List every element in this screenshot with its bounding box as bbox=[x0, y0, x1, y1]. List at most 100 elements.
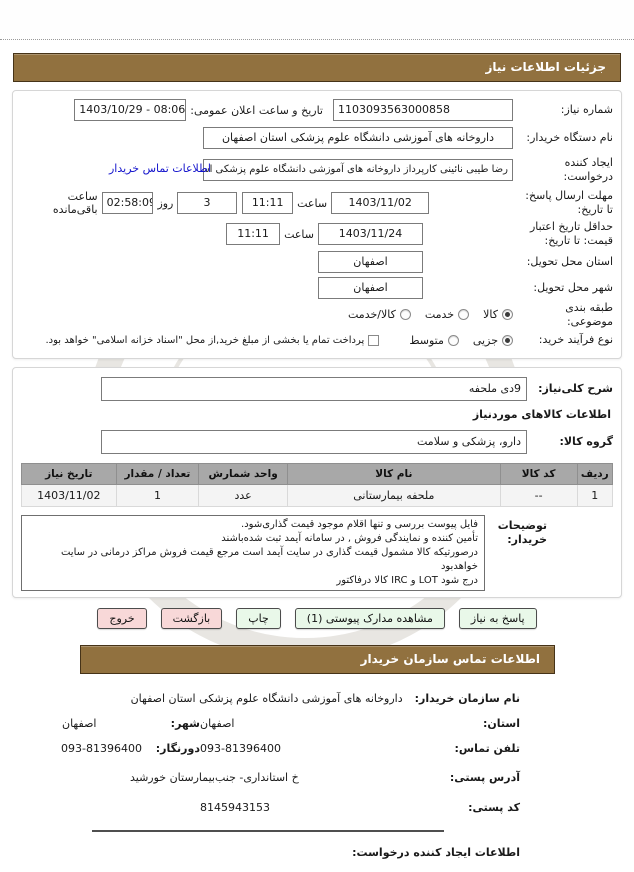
org-postal-label: کد پستی: bbox=[468, 800, 520, 814]
request-creator-label: ایجاد کننده درخواست: bbox=[563, 156, 613, 183]
org-city-value: اصفهان bbox=[62, 716, 97, 730]
org-fax-value: 093-81396400 bbox=[61, 741, 142, 755]
need-number-label: شماره نیاز: bbox=[560, 103, 613, 117]
buyer-note-line: درصورتیکه کالا مشمول قیمت گذاری در سایت … bbox=[60, 546, 478, 572]
items-table-header-row: ردیف کد کالا نام کالا واحد شمارش تعداد /… bbox=[21, 462, 614, 485]
row-response-deadline: مهلت ارسال پاسخ: تا تاریخ: 1403/11/02 سا… bbox=[21, 187, 613, 219]
cell-row-number: 1 bbox=[576, 483, 614, 507]
delivery-city-label: شهر محل تحویل: bbox=[533, 281, 613, 295]
buyer-note-line: فایل پیوست بررسی و تنها اقلام موجود قیمت… bbox=[241, 518, 478, 530]
goods-group-label: گروه کالا: bbox=[559, 435, 613, 448]
table-row: 1 -- ملحفه بیمارستانی عدد 1 1403/11/02 bbox=[21, 483, 614, 507]
org-name-value: داروخانه های آموزشی دانشگاه علوم پزشکی ا… bbox=[130, 691, 403, 705]
need-number-field[interactable]: 1103093563000858 bbox=[333, 99, 513, 121]
deadline-days-field[interactable]: 3 bbox=[177, 192, 237, 214]
days-label: روز bbox=[157, 196, 174, 210]
print-button[interactable]: چاپ bbox=[236, 607, 281, 629]
row-org-name: نام سازمان خریدار: داروخانه های آموزشی د… bbox=[60, 686, 520, 711]
cell-unit: عدد bbox=[198, 483, 288, 507]
price-validity-label: حداقل تاریخ اعتبار قیمت: تا تاریخ: bbox=[529, 220, 613, 247]
category-goods-label: کالا bbox=[483, 308, 498, 322]
creator-info-section: نام: رضا نام خانوادگی: طیبی نائینی تلفن … bbox=[60, 869, 520, 872]
subject-category-label: طبقه بندی موضوعی: bbox=[565, 301, 613, 328]
buyer-org-field[interactable]: داروخانه های آموزشی دانشگاه علوم پزشکی ا… bbox=[203, 127, 513, 149]
response-deadline-label: مهلت ارسال پاسخ: تا تاریخ: bbox=[525, 189, 613, 216]
radio-category-goods-service[interactable] bbox=[399, 309, 411, 321]
cell-item-code: -- bbox=[499, 483, 578, 507]
buyer-note-line: تأمین کننده و نمایندگی فروش , در سامانه … bbox=[221, 532, 478, 544]
radio-category-goods[interactable] bbox=[502, 309, 513, 321]
col-header-unit: واحد شمارش bbox=[198, 462, 288, 485]
validity-date-field[interactable]: 1403/11/24 bbox=[318, 223, 423, 245]
goods-group-field[interactable]: دارو، پزشکی و سلامت bbox=[101, 429, 527, 454]
action-buttons-row: پاسخ به نیاز مشاهده مدارک پیوستی (1) چاپ… bbox=[0, 607, 634, 629]
view-attachments-button[interactable]: مشاهده مدارک پیوستی (1) bbox=[294, 607, 445, 629]
row-need-description: شرح کلی‌نیاز: 9دی ملحفه bbox=[21, 374, 613, 404]
row-price-validity: حداقل تاریخ اعتبار قیمت: تا تاریخ: 1403/… bbox=[21, 219, 613, 249]
buyer-contact-link[interactable]: اطلاعات تماس خریدار bbox=[109, 162, 211, 175]
delivery-city-field[interactable]: اصفهان bbox=[318, 277, 423, 299]
row-phone-fax: تلفن تماس: 093-81396400 دورنگار: 093-813… bbox=[60, 736, 520, 761]
deadline-date-field[interactable]: 1403/11/02 bbox=[331, 192, 430, 214]
deadline-time-field[interactable]: 11:11 bbox=[242, 192, 294, 214]
exit-button[interactable]: خروج bbox=[97, 607, 147, 629]
announce-datetime-label: تاریخ و ساعت اعلان عمومی: bbox=[190, 103, 323, 117]
need-info-panel: شماره نیاز: 1103093563000858 تاریخ و ساع… bbox=[12, 90, 622, 359]
back-button[interactable]: بازگشت bbox=[160, 607, 223, 629]
page-title: جزئیات اطلاعات نیاز bbox=[485, 60, 606, 74]
treasury-docs-label: پرداخت تمام یا بخشی از مبلغ خرید,از محل … bbox=[45, 334, 365, 346]
col-header-need-date: تاریخ نیاز bbox=[21, 462, 117, 485]
items-panel: شرح کلی‌نیاز: 9دی ملحفه اطلاعات کالاهای … bbox=[12, 366, 622, 598]
validity-hour-label: ساعت bbox=[284, 227, 314, 241]
deadline-hour-label: ساعت bbox=[297, 196, 328, 210]
validity-time-field[interactable]: 11:11 bbox=[226, 223, 281, 245]
row-postal-address: آدرس پستی: خ استانداری- جنب‌بیمارستان خو… bbox=[60, 761, 520, 795]
remaining-time-label: ساعت باقی‌مانده bbox=[52, 190, 98, 216]
announce-datetime-field[interactable]: 1403/10/29 - 08:06 bbox=[74, 99, 187, 121]
radio-category-service[interactable] bbox=[458, 309, 470, 321]
buyer-note-line: درج شود LOT و IRC کالا درفاکتور bbox=[336, 574, 478, 586]
col-header-row-number: ردیف bbox=[576, 462, 614, 485]
process-medium-label: متوسط bbox=[409, 333, 444, 347]
row-buyer-org: نام دستگاه خریدار: داروخانه های آموزشی د… bbox=[21, 123, 613, 153]
need-description-label: شرح کلی‌نیاز: bbox=[538, 382, 613, 395]
request-creator-field[interactable]: رضا طیبی نائینی کارپرداز داروخانه های آم… bbox=[203, 159, 513, 181]
buyer-org-label: نام دستگاه خریدار: bbox=[526, 131, 613, 145]
org-postal-value: 8145943153 bbox=[200, 800, 270, 814]
respond-to-need-button[interactable]: پاسخ به نیاز bbox=[458, 607, 537, 629]
org-province-value: اصفهان bbox=[200, 716, 235, 730]
radio-process-minor[interactable] bbox=[502, 334, 513, 346]
row-first-name: نام: رضا bbox=[60, 869, 520, 872]
org-address-value: خ استانداری- جنب‌بیمارستان خورشید bbox=[130, 771, 299, 784]
delivery-province-field[interactable]: اصفهان bbox=[318, 251, 423, 273]
col-header-item-name: نام کالا bbox=[286, 462, 501, 485]
need-description-field[interactable]: 9دی ملحفه bbox=[101, 376, 527, 401]
org-address-label: آدرس پستی: bbox=[449, 771, 520, 784]
org-province-label: استان: bbox=[483, 716, 520, 730]
process-minor-label: جزیی bbox=[472, 333, 498, 347]
radio-process-medium[interactable] bbox=[447, 334, 459, 346]
page-title-bar: جزئیات اطلاعات نیاز bbox=[13, 53, 621, 82]
org-fax-label: دورنگار: bbox=[155, 741, 200, 755]
row-need-number: شماره نیاز: 1103093563000858 تاریخ و ساع… bbox=[21, 97, 613, 123]
org-phone-label: تلفن تماس: bbox=[454, 741, 520, 755]
col-header-item-code: کد کالا bbox=[499, 462, 578, 485]
contact-section-bar: اطلاعات تماس سازمان خریدار bbox=[80, 644, 555, 674]
row-province-city: استان: اصفهان شهر: اصفهان bbox=[60, 711, 520, 736]
org-city-label: شهر: bbox=[170, 716, 200, 730]
remaining-time-field: 02:58:09 bbox=[101, 192, 154, 214]
buyer-notes-label: توضیحات خریدار: bbox=[497, 518, 547, 546]
top-dotted-divider bbox=[0, 0, 634, 40]
org-phone-value: 093-81396400 bbox=[200, 741, 281, 755]
buyer-notes-field[interactable]: فایل پیوست بررسی و تنها اقلام موجود قیمت… bbox=[21, 514, 485, 591]
treasury-docs-checkbox[interactable] bbox=[368, 334, 380, 346]
cell-need-date: 1403/11/02 bbox=[21, 483, 117, 507]
row-delivery-city: شهر محل تحویل: اصفهان bbox=[21, 275, 613, 301]
row-postal-code: کد پستی: 8145943153 bbox=[60, 795, 520, 820]
row-goods-group: گروه کالا: دارو، پزشکی و سلامت bbox=[21, 427, 613, 457]
section-divider bbox=[92, 829, 444, 832]
delivery-province-label: استان محل تحویل: bbox=[526, 255, 613, 269]
org-name-label: نام سازمان خریدار: bbox=[414, 691, 520, 705]
row-subject-category: طبقه بندی موضوعی: کالا خدمت کالا/خدمت bbox=[21, 301, 613, 329]
